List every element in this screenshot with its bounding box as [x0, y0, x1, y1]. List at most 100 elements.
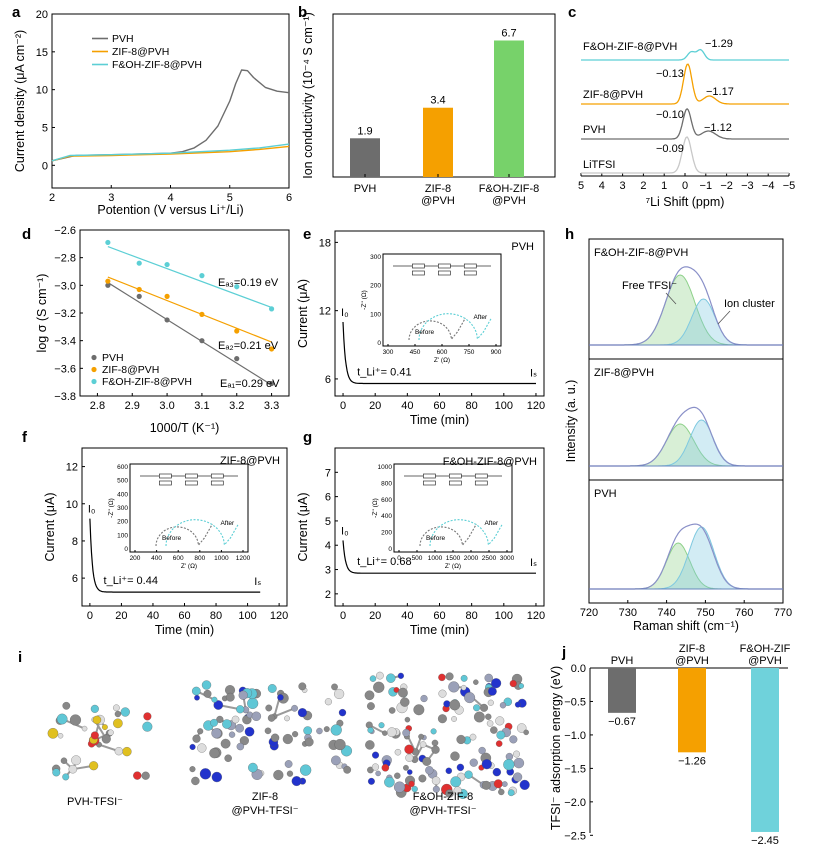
panel-c-peak-label: −1.17: [706, 86, 734, 98]
panel-f-i0-label: I₀: [88, 504, 96, 516]
panel-d-ea-label: Eₐ₁=0.29 eV: [220, 378, 280, 390]
panel-h-subplot-3: [588, 479, 784, 604]
inset-ytick-label: 600: [381, 497, 392, 504]
panel-b-bar-2: [423, 107, 453, 177]
panel-d-point: [268, 346, 275, 352]
panel-d-point: [234, 284, 240, 290]
atom: [142, 721, 153, 732]
atom: [519, 779, 530, 790]
panel-d-ylabel: log σ (S cm⁻¹): [35, 274, 49, 353]
panel-d-ea-label: Eₐ₃=0.19 eV: [218, 277, 279, 289]
molecule-pvh-tfsi: [47, 701, 153, 781]
panel-a-xtick-label: 2: [49, 192, 55, 204]
panel-c-trace-label: F&OH-ZIF-8@PVH: [583, 41, 677, 53]
panel-f-xtick-label: 0: [87, 610, 93, 622]
inset-xtick-label: 450: [410, 349, 421, 356]
panel-f-tli-label: t_Li⁺= 0.44: [104, 575, 158, 587]
atom: [451, 716, 457, 722]
inset-before-curve: [408, 317, 466, 341]
panel-c-peak-label: −0.13: [656, 68, 684, 80]
panel-c-trace-2: [581, 63, 789, 105]
panel-g-xtick-label: 20: [369, 610, 381, 622]
panel-h-xtick-label: 730: [619, 607, 637, 619]
atom: [382, 730, 388, 736]
atom: [448, 681, 460, 693]
panel-b-category-label: F&OH-ZIF-8: [479, 183, 540, 195]
inset-circuit-resistor: [185, 473, 198, 479]
panel-e-xtick-label: 80: [466, 400, 478, 412]
panel-b-letter: b: [298, 4, 307, 21]
atom: [316, 727, 323, 735]
atom: [450, 751, 460, 761]
inset-circuit-resistor: [474, 473, 488, 479]
panel-a-xtick-label: 3: [108, 192, 114, 204]
panel-c-xtick-label: −5: [783, 180, 796, 192]
atom: [364, 690, 375, 701]
inset-after-curve: [418, 313, 492, 341]
panel-j-bar-label: −0.67: [608, 716, 636, 728]
panel-c-xtick-label: 4: [599, 180, 605, 192]
atom: [192, 734, 201, 743]
panel-h-ylabel: Intensity (a. u.): [564, 380, 578, 463]
atom: [480, 703, 488, 712]
atom: [282, 733, 293, 745]
atom: [487, 686, 497, 696]
atom: [248, 762, 258, 773]
atom: [461, 684, 467, 691]
atom: [400, 697, 410, 707]
panel-h-xtick-label: 770: [774, 607, 792, 619]
panel-g-tli-label: t_Li⁺= 0.68: [357, 556, 411, 568]
panel-f: f 0 20 40 60 80 100 120 6 8 10 12 Time (min) Current …: [22, 429, 288, 637]
panel-d-point: [105, 239, 111, 246]
panel-e-xtick-label: 20: [369, 400, 381, 412]
panel-i-structure-label: F&OH-ZIF-8: [413, 791, 474, 803]
atom: [273, 769, 284, 781]
atom: [418, 733, 424, 740]
inset-ylabel: -Z'' (Ω): [361, 290, 368, 310]
panel-i-letter: i: [18, 649, 22, 666]
panel-d-xtick-label: 3.2: [229, 400, 244, 412]
atom: [235, 723, 244, 733]
panel-d-ytick-label: −2.8: [54, 253, 76, 265]
atom: [367, 727, 374, 734]
inset-circuit-element: [449, 480, 462, 486]
atom: [373, 681, 385, 693]
inset-ytick-label: 800: [381, 480, 392, 487]
bond: [273, 707, 295, 718]
atom: [114, 710, 122, 718]
inset-after-label: After: [220, 520, 235, 527]
panel-j-ytick-label: −0.5: [564, 696, 586, 708]
inset-xtick-label: 3000: [500, 555, 515, 562]
atom: [418, 774, 427, 783]
atom: [375, 770, 381, 777]
inset-circuit-element: [412, 270, 425, 276]
inset-xtick-label: 600: [437, 349, 448, 356]
panel-i-structure-label: ZIF-8: [252, 791, 278, 803]
panel-f-ytick-label: 12: [66, 462, 78, 474]
panel-h-subplot-title: ZIF-8@PVH: [594, 367, 654, 379]
atom: [419, 741, 427, 748]
panel-d-point: [199, 338, 205, 344]
atom: [224, 754, 232, 762]
panel-f-inset-axes: [129, 463, 249, 553]
atom: [56, 713, 68, 725]
atom: [484, 673, 493, 683]
panel-h-free-label: Free TFSI⁻: [622, 280, 677, 292]
atom: [291, 776, 302, 787]
atom: [133, 771, 142, 780]
panel-e-xtick-label: 120: [527, 400, 545, 412]
panel-h-cluster-arrow: [717, 310, 731, 325]
atom: [304, 737, 314, 747]
panel-e-xlabel: Time (min): [410, 413, 469, 427]
panel-g-i0-label: I₀: [341, 525, 349, 537]
panel-a-xtick-label: 6: [286, 192, 292, 204]
inset-xlabel: Z' (Ω): [434, 357, 450, 364]
panel-a-letter: a: [12, 4, 21, 21]
panel-d-point: [234, 356, 240, 362]
panel-a-legend-label: F&OH-ZIF-8@PVH: [112, 59, 202, 71]
panel-e-ylabel: Current (μA): [296, 279, 310, 348]
atom: [236, 742, 245, 751]
atom: [411, 785, 418, 793]
panel-d-ytick-label: −3.8: [54, 391, 76, 403]
